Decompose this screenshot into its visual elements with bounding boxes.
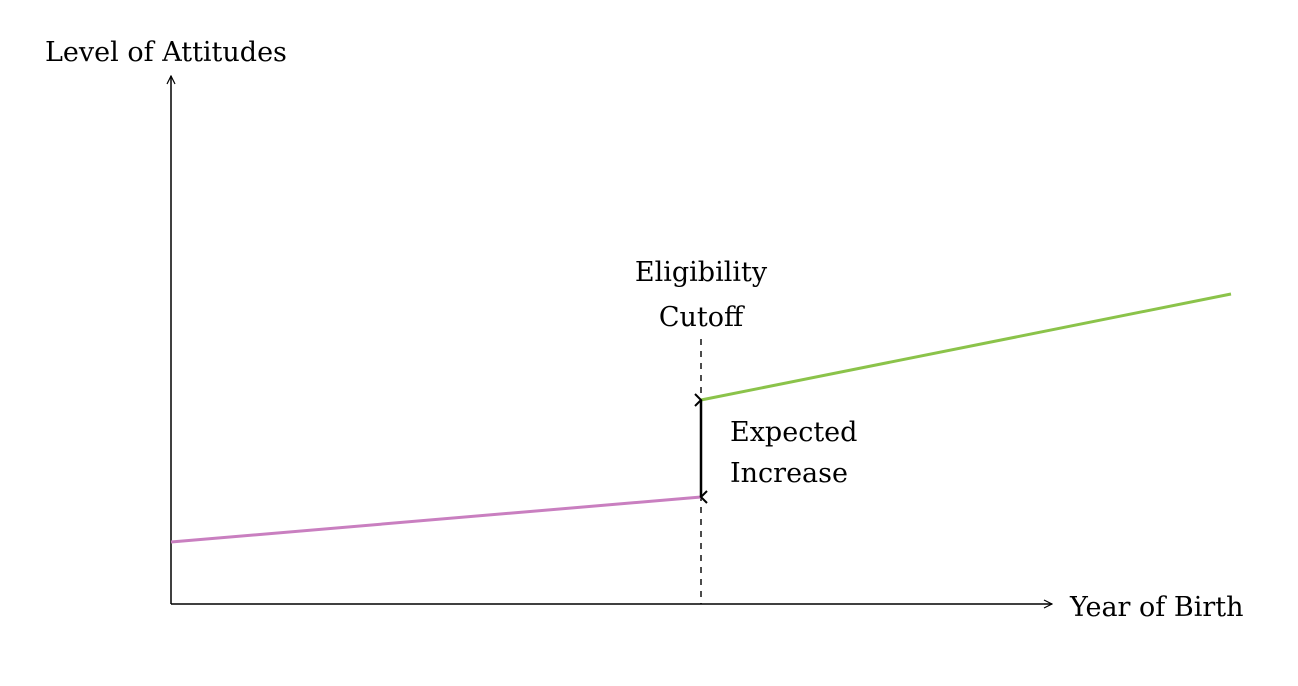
x-axis-label: Year of Birth	[1069, 592, 1244, 623]
effect-label-line2: Increase	[730, 458, 848, 489]
cutoff-label-line1: Eligibility	[635, 257, 768, 288]
before-cutoff-line	[170, 495, 702, 544]
y-axis-label: Level of Attitudes	[45, 37, 287, 68]
after-cutoff-line	[700, 292, 1232, 402]
cutoff-label-line2: Cutoff	[659, 302, 745, 333]
effect-label-line1: Expected	[730, 417, 857, 448]
